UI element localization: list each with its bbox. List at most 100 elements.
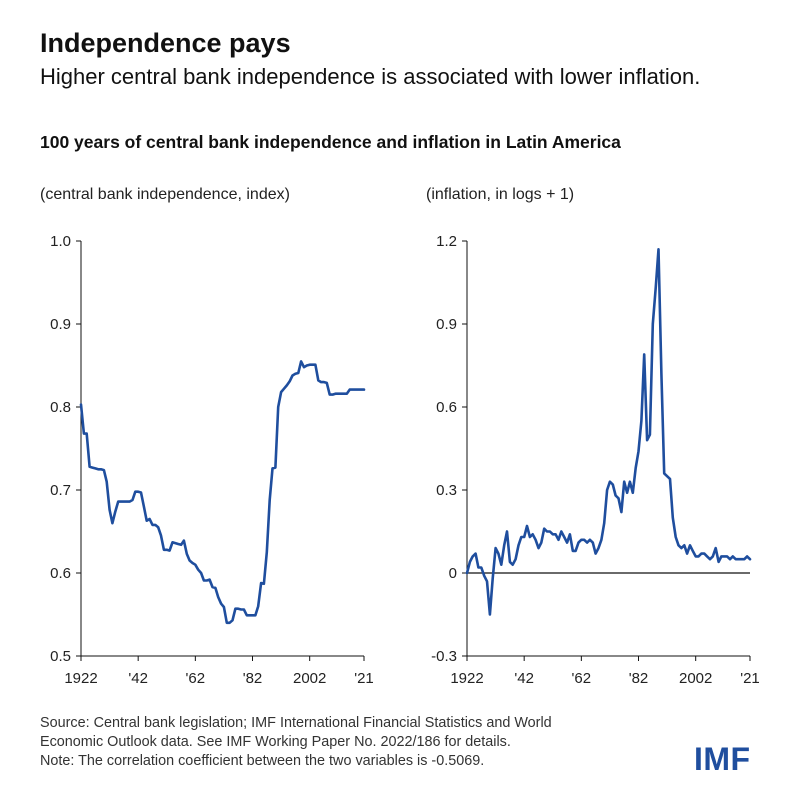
left-chart-data-point (157, 526, 159, 528)
right-chart-data-point (663, 472, 665, 474)
left-chart-data-point (183, 539, 185, 541)
left-chart-data-point (280, 391, 282, 393)
left-chart-y-tick-label: 1.0 (50, 233, 71, 250)
right-chart-data-point (726, 555, 728, 557)
right-chart-data-point (537, 547, 539, 549)
right-chart-data-point (666, 475, 668, 477)
right-chart-data-point (506, 530, 508, 532)
right-chart-data-point (646, 439, 648, 441)
right-chart-data-point (723, 555, 725, 557)
right-chart-data-point (632, 492, 634, 494)
right-chart-data-point (529, 536, 531, 538)
right-chart-data-point (557, 539, 559, 541)
left-chart-data-point (143, 505, 145, 507)
left-chart-data-point (320, 381, 322, 383)
right-chart-data-point (620, 511, 622, 513)
left-chart-data-point (168, 549, 170, 551)
source-line-1: Source: Central bank legislation; IMF In… (40, 715, 552, 731)
left-chart-data-point (97, 468, 99, 470)
left-chart-data-point (243, 608, 245, 610)
left-chart-data-point (137, 491, 139, 493)
left-chart-series-line (79, 360, 366, 625)
left-chart-data-point (257, 605, 259, 607)
imf-logo: IMF (694, 741, 751, 777)
left-chart-data-point (120, 500, 122, 502)
note-line: Note: The correlation coefficient betwee… (40, 753, 485, 769)
left-chart-data-point (346, 393, 348, 395)
left-chart-data-point (174, 542, 176, 544)
left-chart-data-point (117, 500, 119, 502)
left-chart-data-point (326, 382, 328, 384)
right-chart-data-point (712, 555, 714, 557)
right-chart-data-point (517, 544, 519, 546)
right-chart-data-point (494, 547, 496, 549)
right-chart-data-point (500, 564, 502, 566)
left-chart-data-point (226, 622, 228, 624)
left-chart-x-tick-label: '21 (354, 670, 374, 687)
right-chart-data-point (629, 481, 631, 483)
right-chart-data-point (486, 580, 488, 582)
left-chart-data-point (286, 384, 288, 386)
left-chart-data-point (303, 366, 305, 368)
right-chart-data-point (643, 353, 645, 355)
left-chart-data-point (111, 522, 113, 524)
left-chart-data-point (317, 379, 319, 381)
right-chart-data-point (729, 558, 731, 560)
left-chart-data-point (360, 388, 362, 390)
left-chart-data-point (100, 468, 102, 470)
right-chart-data-point (540, 541, 542, 543)
left-chart-data-point (357, 388, 359, 390)
left-chart-data-point (140, 491, 142, 493)
right-chart-data-point (749, 558, 751, 560)
left-chart-data-point (146, 520, 148, 522)
right-chart-data-point (692, 550, 694, 552)
right-chart-data-point (477, 566, 479, 568)
left-chart-data-point (283, 388, 285, 390)
left-chart-data-point (80, 403, 82, 405)
right-chart-data-point (732, 555, 734, 557)
right-chart-data-point (554, 533, 556, 535)
right-chart-data-point (655, 287, 657, 289)
left-chart-data-point (123, 500, 125, 502)
right-chart-data-point (652, 323, 654, 325)
left-chart-data-point (88, 466, 90, 468)
left-chart-data-point (200, 572, 202, 574)
left-chart-data-point (188, 559, 190, 561)
right-chart-data-point (637, 450, 639, 452)
right-chart-data-point (640, 420, 642, 422)
right-chart-data-point (743, 558, 745, 560)
right-chart-data-point (715, 547, 717, 549)
right-chart-data-point (523, 536, 525, 538)
right-chart-data-point (546, 530, 548, 532)
right-chart-data-point (677, 544, 679, 546)
right-chart-data-point (497, 552, 499, 554)
right-chart-data-point (597, 547, 599, 549)
left-chart-data-point (323, 381, 325, 383)
right-chart-data-point (606, 489, 608, 491)
right-chart-data-point (617, 497, 619, 499)
right-chart-data-point (735, 558, 737, 560)
left-chart-y-tick-label: 0.9 (50, 316, 71, 333)
left-chart-data-point (306, 364, 308, 366)
left-chart-data-point (91, 466, 93, 468)
left-chart-data-point (309, 364, 311, 366)
left-chart-y-tick-label: 0.6 (50, 565, 71, 582)
left-chart-unit-label: (central bank independence, index) (40, 186, 290, 203)
left-chart-data-point (194, 564, 196, 566)
right-chart-data-point (552, 533, 554, 535)
left-chart-data-point (337, 393, 339, 395)
right-chart-data-point (649, 434, 651, 436)
right-chart-data-point (703, 552, 705, 554)
right-chart-data-point (566, 541, 568, 543)
left-chart-data-point (83, 432, 85, 434)
left-chart-data-point (251, 614, 253, 616)
left-chart-data-point (148, 518, 150, 520)
right-chart-data-point (675, 536, 677, 538)
left-chart-data-point (314, 364, 316, 366)
left-chart-data-point (166, 549, 168, 551)
left-chart-data-point (203, 579, 205, 581)
right-chart-data-point (563, 536, 565, 538)
left-chart-data-point (94, 467, 96, 469)
right-chart-unit-label: (inflation, in logs + 1) (426, 186, 574, 203)
left-chart-data-point (297, 372, 299, 374)
